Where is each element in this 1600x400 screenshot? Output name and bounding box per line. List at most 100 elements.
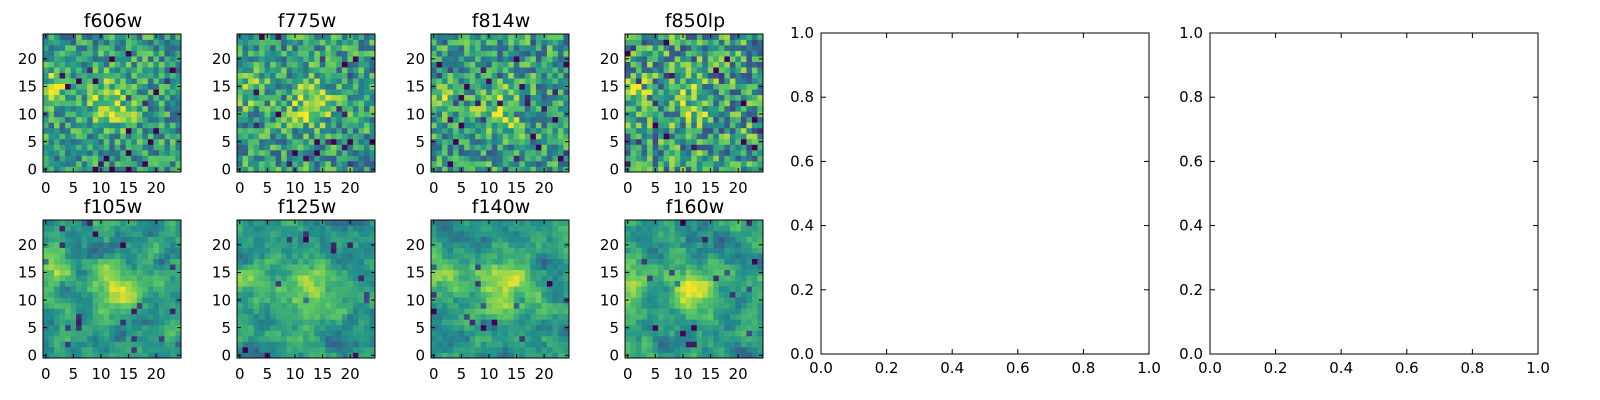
heatmap-cell	[319, 100, 326, 107]
heatmap-cell	[735, 286, 742, 293]
heatmap-cell	[541, 149, 548, 156]
heatmap-cell	[552, 313, 559, 320]
heatmap-cell	[264, 122, 271, 129]
heatmap-cell	[552, 291, 559, 298]
heatmap-cell	[297, 231, 304, 237]
heatmap-cell	[691, 100, 698, 107]
heatmap-cell	[352, 236, 359, 243]
heatmap-cell	[740, 308, 747, 315]
heatmap-cell	[336, 225, 343, 232]
heatmap-cell	[729, 352, 736, 359]
heatmap-cell	[292, 258, 299, 265]
heatmap-cell	[87, 280, 94, 287]
heatmap-cell	[431, 341, 437, 348]
heatmap-cell	[314, 291, 321, 298]
heatmap-cell	[114, 297, 121, 304]
heatmap-cell	[464, 72, 470, 79]
heatmap-cell	[319, 302, 326, 309]
heatmap-cell	[475, 111, 482, 118]
heatmap-cell	[480, 155, 487, 162]
heatmap-cell	[636, 335, 642, 342]
heatmap-cell	[524, 166, 531, 173]
heatmap-cell	[103, 313, 110, 320]
heatmap-cell	[259, 242, 265, 248]
heatmap-cell	[713, 61, 720, 68]
heatmap-cell	[109, 220, 116, 226]
heatmap-cell	[636, 83, 642, 90]
heatmap-cell	[647, 50, 653, 57]
heatmap-cell	[696, 94, 703, 101]
heatmap-cell	[746, 330, 753, 337]
heatmap-cell	[65, 56, 71, 62]
heatmap-cell	[237, 39, 243, 46]
heatmap-cell	[751, 78, 758, 85]
heatmap-cell	[120, 105, 127, 112]
heatmap-cell	[248, 231, 254, 237]
heatmap-cell	[98, 346, 105, 353]
heatmap-cell	[164, 39, 171, 46]
heatmap-cell	[341, 264, 348, 271]
heatmap-cell	[674, 100, 681, 107]
heatmap-cell	[303, 133, 310, 140]
heatmap-cell	[120, 144, 127, 151]
heatmap-cell	[552, 56, 559, 62]
heatmap-cell	[142, 122, 149, 129]
heatmap-cell	[297, 50, 304, 57]
heatmap-cell	[281, 269, 288, 276]
heatmap-cell	[636, 133, 642, 140]
heatmap-cell	[248, 291, 254, 298]
heatmap-cell	[87, 105, 94, 112]
heatmap-cell	[508, 50, 515, 57]
heatmap-cell	[486, 319, 493, 326]
heatmap-cell	[486, 45, 493, 51]
heatmap-cell	[81, 324, 88, 331]
heatmap-cell	[114, 34, 121, 40]
heatmap-cell	[663, 94, 670, 101]
heatmap-cell	[131, 94, 138, 101]
heatmap-cell	[363, 242, 370, 248]
heatmap-cell	[242, 61, 249, 68]
heatmap-cell	[43, 50, 49, 57]
heatmap-cell	[729, 67, 736, 73]
heatmap-cell	[696, 302, 703, 309]
heatmap-cell	[103, 67, 110, 73]
heatmap-cell	[59, 166, 66, 173]
heatmap-cell	[557, 302, 564, 309]
heatmap-cell	[76, 78, 82, 85]
heatmap-cell	[685, 335, 692, 342]
heatmap-cell	[530, 335, 537, 342]
heatmap-cell	[81, 111, 88, 118]
y-tick-label: 15	[212, 264, 231, 282]
heatmap-cell	[647, 319, 653, 326]
heatmap-cell	[674, 111, 681, 118]
heatmap-cell	[164, 127, 171, 134]
heatmap-cell	[81, 166, 88, 173]
heatmap-cell	[114, 258, 121, 265]
heatmap-cell	[347, 155, 354, 162]
heatmap-cell	[486, 78, 493, 85]
heatmap-cell	[469, 319, 476, 326]
heatmap-cell	[557, 39, 564, 46]
heatmap-cell	[70, 242, 77, 248]
heatmap-cell	[325, 160, 332, 167]
heatmap-cell	[502, 133, 509, 140]
heatmap-cell	[98, 225, 105, 232]
heatmap-cell	[43, 253, 49, 259]
heatmap-cell	[513, 291, 520, 298]
heatmap-cell	[546, 138, 553, 145]
heatmap-cell	[125, 269, 132, 276]
heatmap-cell	[297, 144, 304, 151]
heatmap-cell	[136, 302, 143, 309]
heatmap-cell	[552, 302, 559, 309]
heatmap-cell	[636, 144, 642, 151]
heatmap-cell	[458, 72, 465, 79]
heatmap-cell	[303, 313, 310, 320]
heatmap-cell	[70, 50, 77, 57]
heatmap-cell	[669, 324, 676, 331]
heatmap-cell	[48, 100, 55, 107]
heatmap-cell	[164, 242, 171, 248]
heatmap-cell	[363, 39, 370, 46]
heatmap-cell	[87, 61, 94, 68]
heatmap-cell	[325, 149, 332, 156]
heatmap-cell	[114, 308, 121, 315]
